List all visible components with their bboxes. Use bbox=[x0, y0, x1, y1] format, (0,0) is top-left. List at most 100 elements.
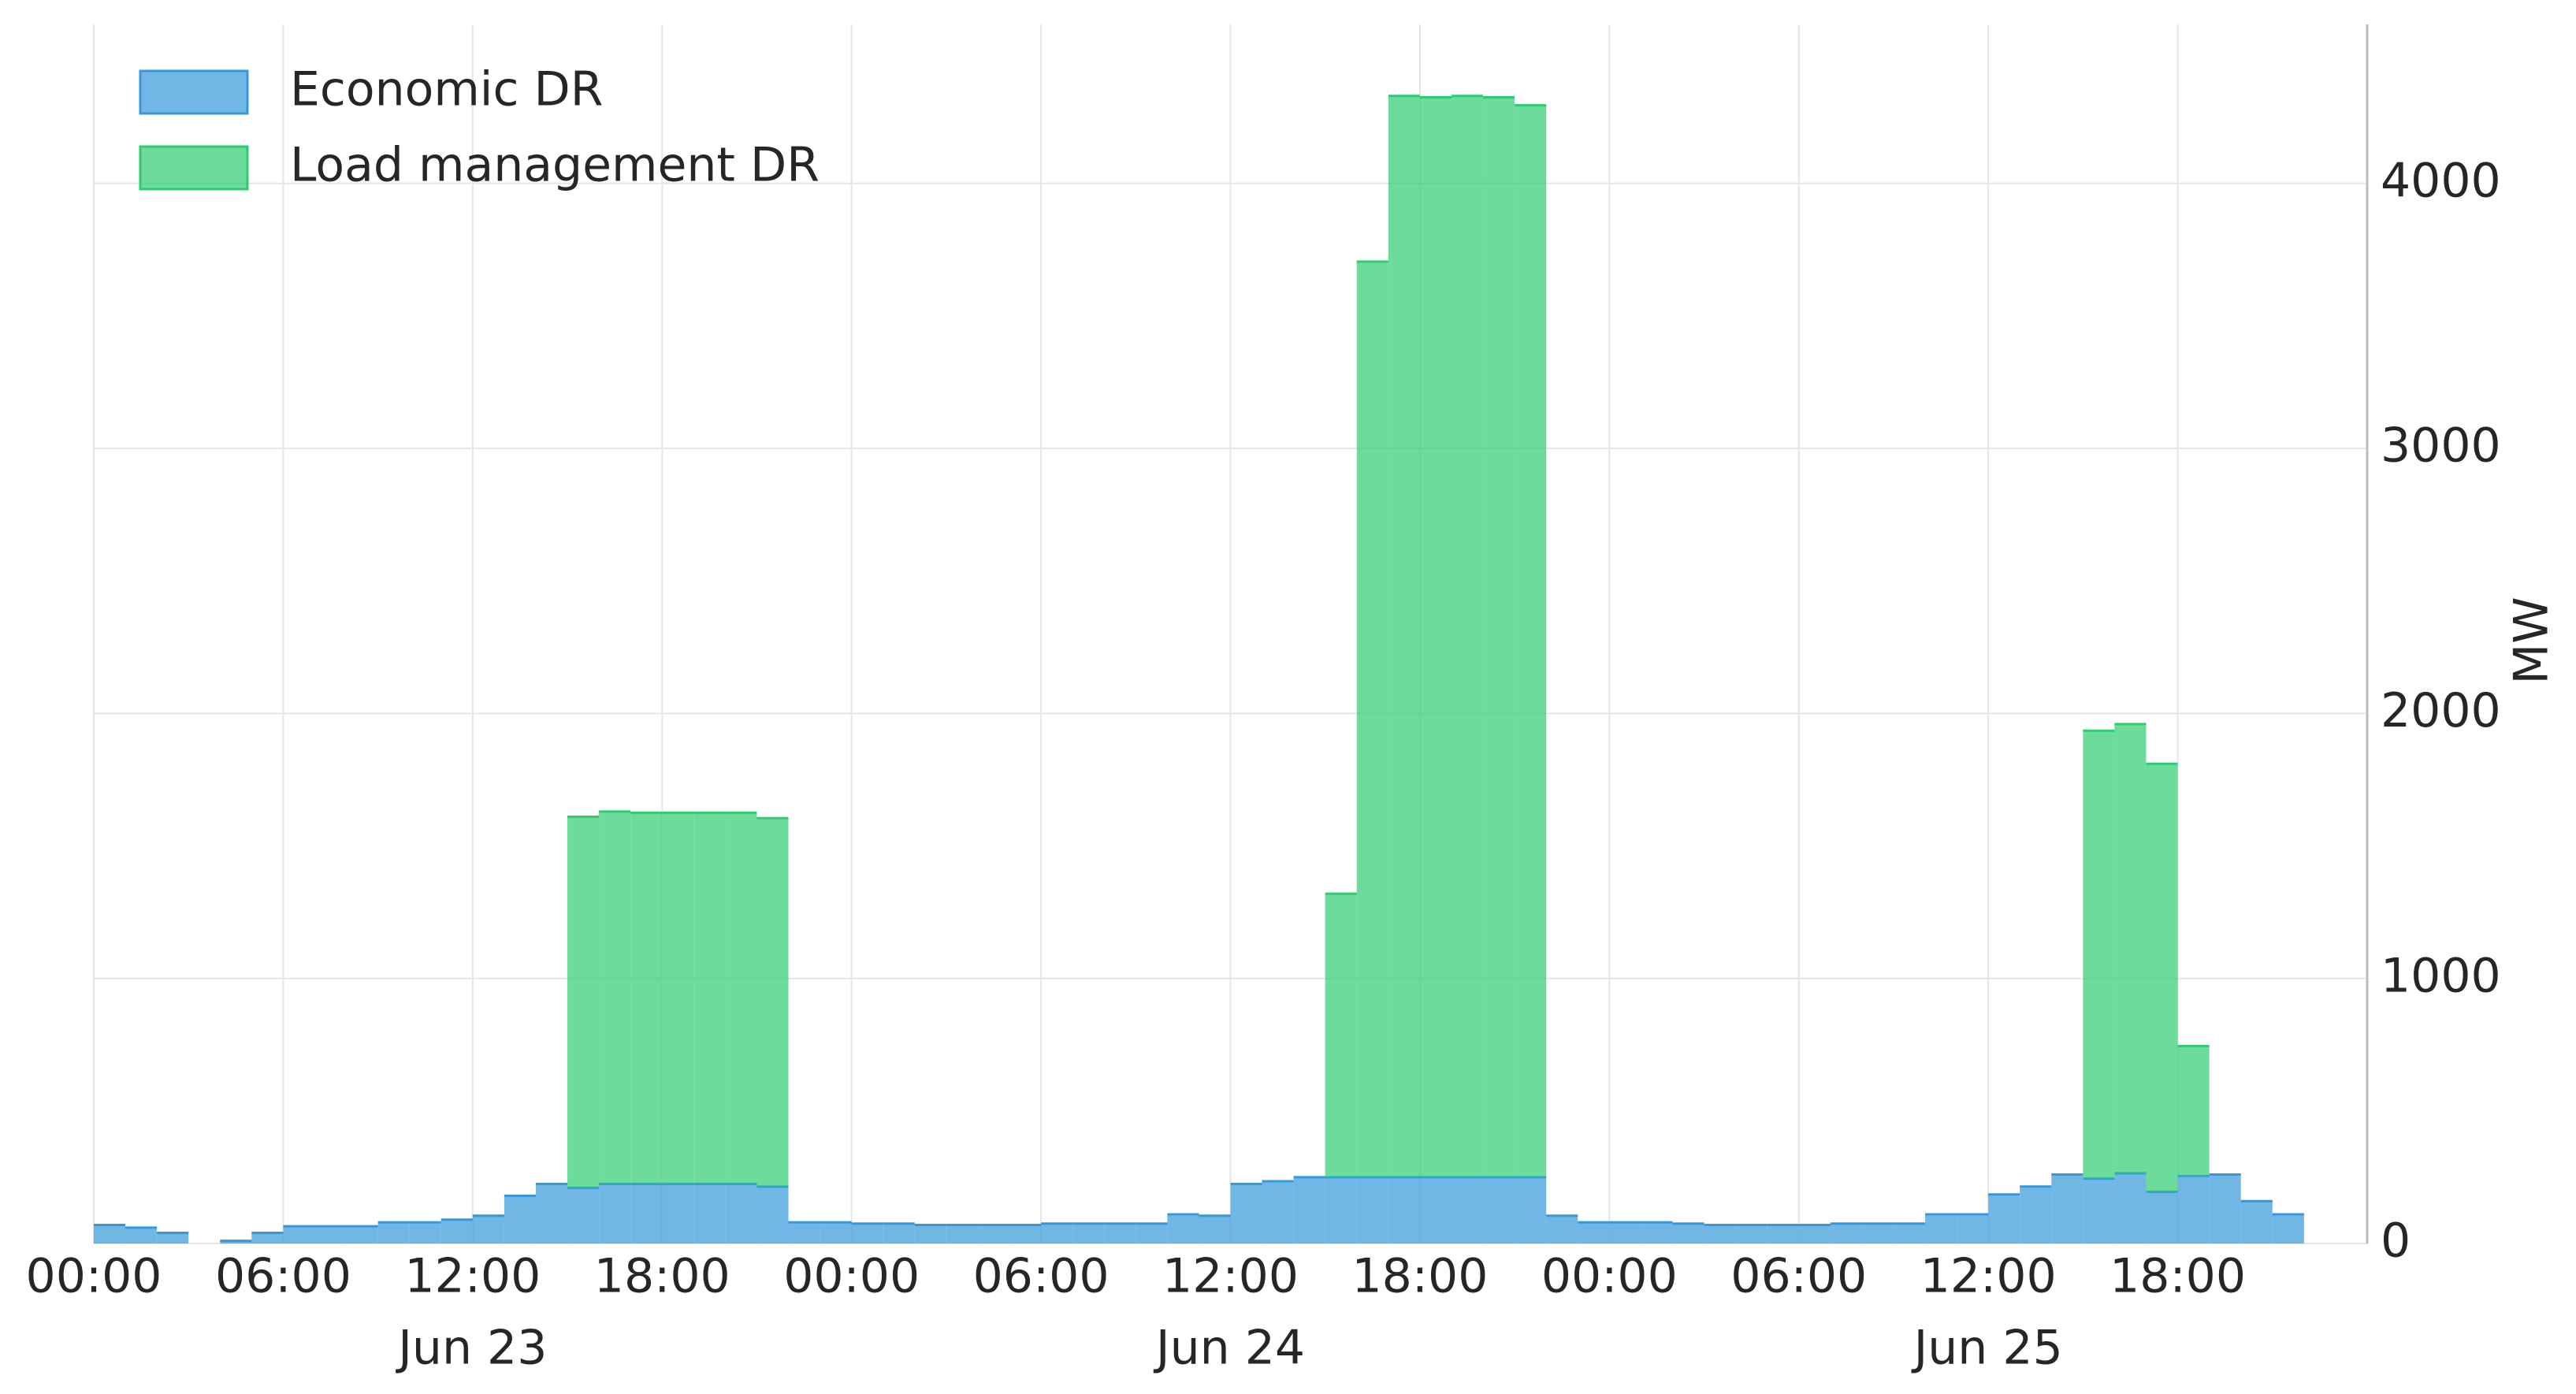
area-step bbox=[2146, 1191, 2178, 1243]
area-step bbox=[1262, 1180, 1294, 1243]
area-step bbox=[883, 1223, 915, 1243]
area-step bbox=[535, 1184, 568, 1243]
plot-area bbox=[94, 95, 2304, 1243]
area-step bbox=[1356, 1177, 1388, 1243]
area-step bbox=[977, 1225, 1010, 1243]
area-step bbox=[1988, 1194, 2020, 1243]
area-step bbox=[1546, 1215, 1578, 1243]
area-step bbox=[2146, 764, 2178, 1192]
area-step bbox=[630, 1184, 663, 1243]
area-step bbox=[1830, 1223, 1862, 1243]
area-step bbox=[283, 1226, 315, 1243]
area-step bbox=[599, 811, 631, 1184]
legend-swatch bbox=[139, 69, 249, 115]
x-tick-label: 18:00 bbox=[2109, 1249, 2246, 1304]
y-tick-label: 1000 bbox=[2381, 948, 2501, 1003]
area-step bbox=[2114, 723, 2147, 1173]
area-step bbox=[725, 1184, 757, 1243]
area-step bbox=[851, 1223, 883, 1243]
area-step bbox=[662, 812, 694, 1184]
area-step bbox=[1136, 1223, 1168, 1243]
area-step bbox=[2272, 1214, 2304, 1243]
area-step bbox=[1483, 1177, 1515, 1243]
area-step bbox=[1199, 1215, 1231, 1243]
area-step bbox=[2083, 730, 2115, 1179]
area-step bbox=[1609, 1222, 1641, 1243]
area-step bbox=[756, 818, 789, 1187]
area-step bbox=[1767, 1225, 1799, 1243]
area-step bbox=[662, 1184, 694, 1243]
x-tick-label: 06:00 bbox=[215, 1249, 351, 1304]
legend: Economic DR Load management DR bbox=[139, 62, 820, 193]
area-step bbox=[2051, 1174, 2083, 1243]
area-step bbox=[946, 1225, 978, 1243]
area-step bbox=[472, 1215, 504, 1243]
area-step bbox=[440, 1219, 473, 1243]
area-step bbox=[1325, 1177, 1357, 1243]
grid bbox=[93, 24, 2367, 1244]
area-step bbox=[1041, 1223, 1073, 1243]
y-axis-label: MW bbox=[2504, 597, 2559, 684]
area-step bbox=[1515, 105, 1547, 1177]
area-step bbox=[1893, 1223, 1926, 1243]
area-step bbox=[1104, 1223, 1136, 1243]
area-step bbox=[157, 1232, 189, 1243]
area-step bbox=[1735, 1225, 1768, 1243]
area-step bbox=[2114, 1173, 2147, 1243]
area-step bbox=[2177, 1176, 2210, 1243]
area-step bbox=[409, 1222, 441, 1243]
x-tick-label: 00:00 bbox=[26, 1249, 162, 1304]
area-step bbox=[1419, 97, 1452, 1177]
x-tick-label: 18:00 bbox=[1351, 1249, 1488, 1304]
area-step bbox=[1388, 1177, 1420, 1243]
x-tick-label: 12:00 bbox=[404, 1249, 541, 1304]
area-step bbox=[914, 1225, 946, 1243]
area-step bbox=[567, 1188, 600, 1243]
area-step bbox=[1451, 95, 1484, 1177]
x-tick-label: 18:00 bbox=[594, 1249, 730, 1304]
area-step bbox=[2240, 1201, 2273, 1243]
area-step bbox=[1925, 1214, 1957, 1243]
area-step bbox=[314, 1226, 347, 1243]
area-step bbox=[1293, 1177, 1325, 1243]
legend-label: Economic DR bbox=[290, 62, 603, 117]
area-step bbox=[1072, 1223, 1105, 1243]
area-step bbox=[599, 1184, 631, 1243]
area-step bbox=[125, 1227, 158, 1243]
legend-label: Load management DR bbox=[290, 138, 820, 193]
area-step bbox=[756, 1186, 789, 1243]
x-tick-label: 00:00 bbox=[1541, 1249, 1678, 1304]
area-step bbox=[1167, 1214, 1199, 1243]
area-step bbox=[1957, 1214, 1989, 1243]
area-step bbox=[346, 1226, 378, 1243]
area-step bbox=[1861, 1223, 1894, 1243]
area-step bbox=[1388, 95, 1420, 1177]
area-step bbox=[693, 1184, 726, 1243]
area-step bbox=[1578, 1222, 1610, 1243]
x-tick-label: 00:00 bbox=[783, 1249, 920, 1304]
area-step bbox=[1419, 1177, 1452, 1243]
area-step bbox=[1325, 894, 1357, 1177]
area-step bbox=[693, 812, 726, 1184]
x-day-label: Jun 23 bbox=[395, 1321, 547, 1376]
x-day-label: Jun 25 bbox=[1911, 1321, 2063, 1376]
y-tick-label: 4000 bbox=[2381, 153, 2501, 208]
area-step bbox=[2020, 1186, 2052, 1243]
x-day-label: Jun 24 bbox=[1153, 1321, 1305, 1376]
area-step bbox=[725, 812, 757, 1184]
y-tick-label: 2000 bbox=[2381, 683, 2501, 738]
x-tick-label: 06:00 bbox=[973, 1249, 1110, 1304]
x-tick-label: 06:00 bbox=[1730, 1249, 1867, 1304]
area-step bbox=[1483, 97, 1515, 1177]
area-step bbox=[1356, 261, 1388, 1177]
area-step bbox=[1009, 1225, 1042, 1243]
area-step bbox=[220, 1240, 252, 1243]
area-step bbox=[788, 1222, 820, 1243]
area-step bbox=[820, 1222, 852, 1243]
x-tick-label: 12:00 bbox=[1162, 1249, 1299, 1304]
area-step bbox=[1451, 1177, 1484, 1243]
area-step bbox=[1672, 1223, 1704, 1243]
y-tick-label: 0 bbox=[2381, 1214, 2411, 1269]
area-step bbox=[2083, 1178, 2115, 1243]
